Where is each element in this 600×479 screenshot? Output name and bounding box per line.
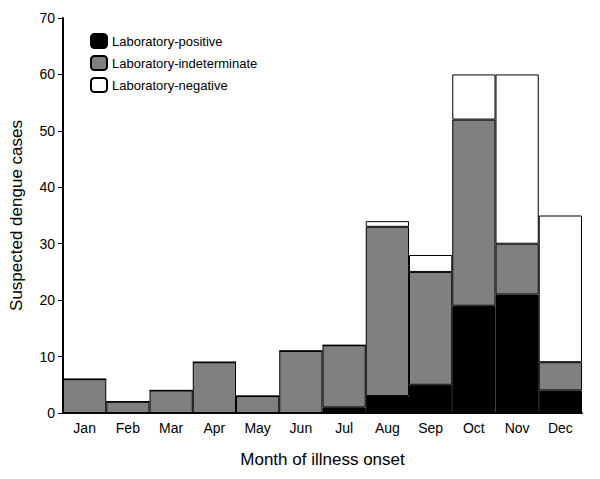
svg-text:60: 60 xyxy=(39,66,55,82)
svg-text:Nov: Nov xyxy=(505,420,530,436)
svg-text:Suspected dengue cases: Suspected dengue cases xyxy=(7,120,26,311)
svg-text:Apr: Apr xyxy=(203,420,225,436)
svg-text:50: 50 xyxy=(39,123,55,139)
svg-text:Mar: Mar xyxy=(159,420,183,436)
svg-text:70: 70 xyxy=(39,10,55,26)
svg-text:Laboratory-negative: Laboratory-negative xyxy=(112,78,228,93)
svg-text:Jun: Jun xyxy=(290,420,313,436)
svg-text:Sep: Sep xyxy=(418,420,443,436)
svg-text:Laboratory-indeterminate: Laboratory-indeterminate xyxy=(112,56,257,71)
svg-text:Oct: Oct xyxy=(463,420,485,436)
svg-text:Month of illness onset: Month of illness onset xyxy=(240,450,405,469)
svg-text:May: May xyxy=(244,420,270,436)
svg-text:30: 30 xyxy=(39,236,55,252)
svg-text:20: 20 xyxy=(39,292,55,308)
svg-text:Feb: Feb xyxy=(116,420,140,436)
svg-text:Aug: Aug xyxy=(375,420,400,436)
svg-text:Jan: Jan xyxy=(73,420,96,436)
svg-text:Laboratory-positive: Laboratory-positive xyxy=(112,34,223,49)
svg-text:10: 10 xyxy=(39,349,55,365)
svg-text:Dec: Dec xyxy=(548,420,573,436)
svg-text:Jul: Jul xyxy=(335,420,353,436)
svg-text:40: 40 xyxy=(39,179,55,195)
svg-text:0: 0 xyxy=(47,405,55,421)
